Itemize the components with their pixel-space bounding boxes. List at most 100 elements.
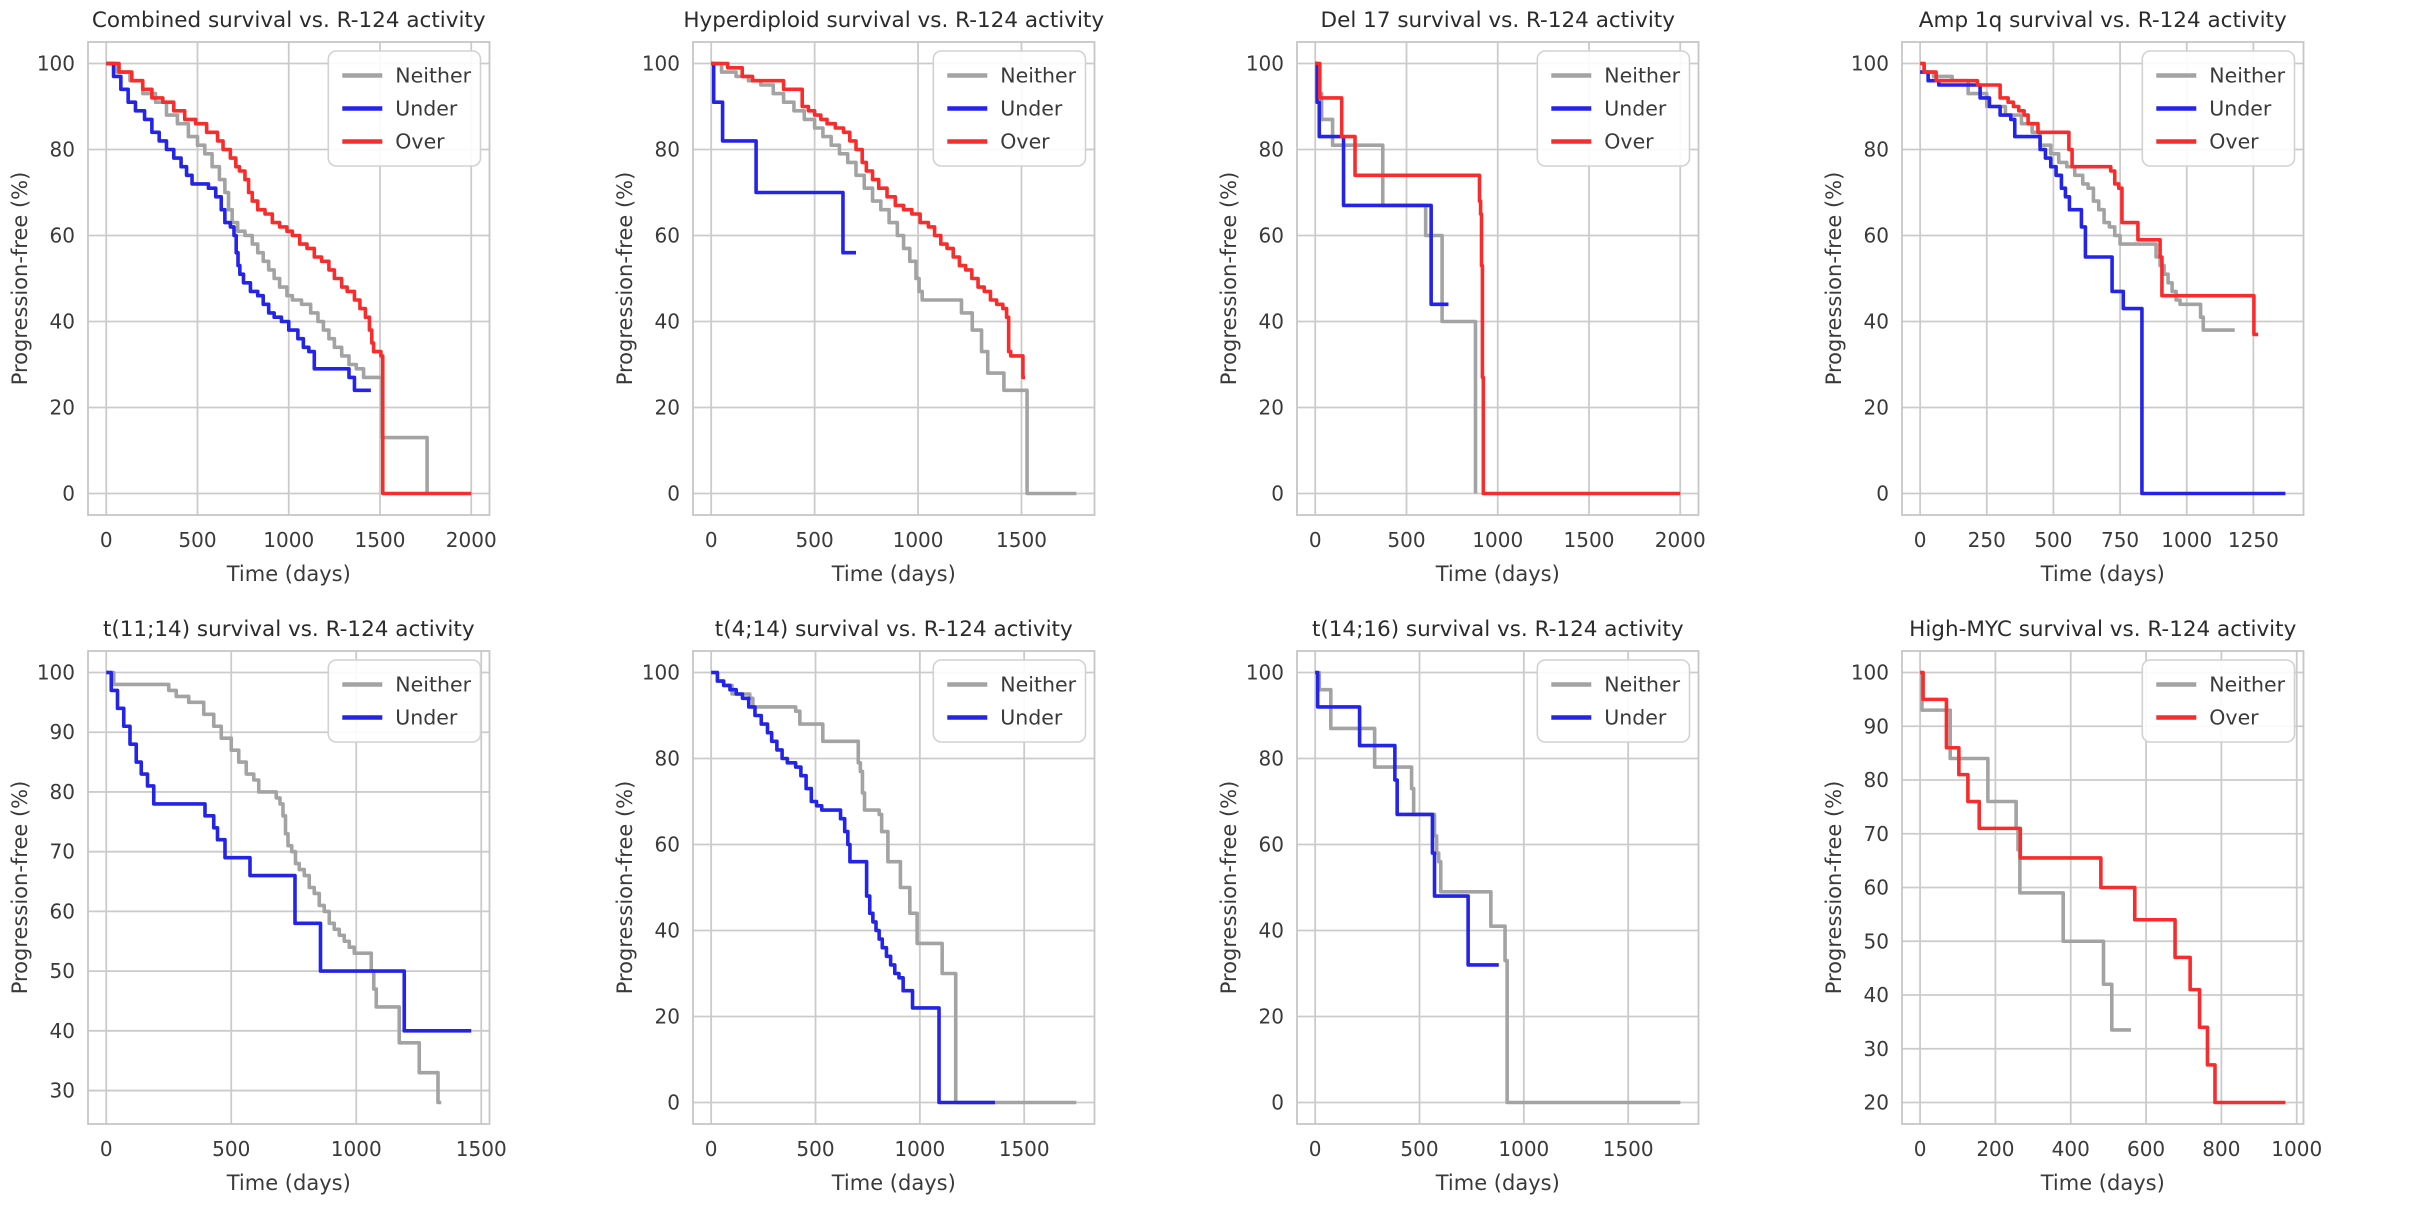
chart-title: Del 17 survival vs. R-124 activity <box>1321 8 1676 33</box>
chart-title: t(11;14) survival vs. R-124 activity <box>103 617 475 642</box>
y-tick-label: 0 <box>1271 482 1284 506</box>
y-tick-label: 70 <box>50 840 75 864</box>
y-tick-label: 100 <box>37 661 75 685</box>
x-tick-label: 0 <box>100 1137 113 1161</box>
legend-label-under: Under <box>395 97 458 121</box>
y-tick-label: 100 <box>1246 52 1284 76</box>
y-tick-label: 80 <box>1259 747 1284 771</box>
series-line-under <box>710 61 856 255</box>
y-tick-label: 40 <box>1259 310 1284 334</box>
legend-box <box>327 659 482 743</box>
y-tick-label: 40 <box>654 919 679 943</box>
chart-t11-14: 0 500 1000 1500 30 40 50 60 70 80 90 100 t(11;14) su… <box>8 617 507 1195</box>
chart-title: Hyperdiploid survival vs. R-124 activity <box>683 8 1104 33</box>
x-tick-label: 1000 <box>2271 1137 2322 1161</box>
x-tick-label: 500 <box>1387 528 1425 552</box>
legend-label-neither: Neither <box>395 673 471 697</box>
series-line-over <box>106 61 472 496</box>
legend-box <box>931 50 1086 167</box>
y-tick-label: 30 <box>1863 1037 1888 1061</box>
x-tick-label: 500 <box>178 528 216 552</box>
legend-box <box>1536 659 1691 743</box>
chart-t14-16: 0 500 1000 1500 0 20 40 60 80 100 t(14;16) surviva… <box>1217 617 1700 1195</box>
x-tick-label: 1500 <box>1564 528 1615 552</box>
legend-label-over: Over <box>1000 130 1050 154</box>
x-tick-label: 1500 <box>456 1137 507 1161</box>
chart-title: t(14;16) survival vs. R-124 activity <box>1312 617 1684 642</box>
x-tick-label: 1000 <box>1498 1137 1549 1161</box>
legend-label-neither: Neither <box>395 64 471 88</box>
x-tick-label: 1000 <box>894 1137 945 1161</box>
y-tick-label: 20 <box>1259 396 1284 420</box>
y-tick-label: 40 <box>1863 983 1888 1007</box>
x-tick-label: 400 <box>2051 1137 2089 1161</box>
x-tick-label: 200 <box>1976 1137 2014 1161</box>
y-axis-label: Progression-free (%) <box>613 172 637 386</box>
y-tick-label: 30 <box>50 1079 75 1103</box>
chart-title: High-MYC survival vs. R-124 activity <box>1909 617 2296 642</box>
x-tick-label: 1250 <box>2227 528 2278 552</box>
legend: Neither Under Over <box>2140 50 2295 167</box>
y-tick-label: 40 <box>50 310 75 334</box>
axes-spine <box>691 650 1095 1125</box>
y-tick-label: 60 <box>654 224 679 248</box>
y-tick-label: 100 <box>1246 661 1284 685</box>
y-tick-label: 60 <box>1259 833 1284 857</box>
y-tick-label: 90 <box>50 720 75 744</box>
y-tick-label: 60 <box>1863 876 1888 900</box>
chart-title: Amp 1q survival vs. R-124 activity <box>1918 8 2286 33</box>
axes-spine <box>87 650 491 1125</box>
y-tick-label: 80 <box>654 138 679 162</box>
y-axis-label: Progression-free (%) <box>613 781 637 995</box>
y-axis-label: Progression-free (%) <box>1822 781 1846 995</box>
legend-label-over: Over <box>1604 130 1654 154</box>
legend-label-over: Over <box>2209 130 2259 154</box>
x-axis-label: Time (days) <box>226 1171 351 1195</box>
y-tick-label: 100 <box>1850 661 1888 685</box>
x-axis-label: Time (days) <box>226 562 351 586</box>
legend-box <box>1536 50 1691 167</box>
subplot-t4-14: 0 500 1000 1500 0 20 40 60 80 100 t(4;14) survival… <box>605 609 1210 1218</box>
y-tick-label: 60 <box>1259 224 1284 248</box>
y-tick-label: 20 <box>1863 396 1888 420</box>
x-tick-label: 0 <box>704 528 717 552</box>
chart-title: t(4;14) survival vs. R-124 activity <box>714 617 1072 642</box>
series-line-under <box>106 61 371 393</box>
series-line-neither <box>1919 670 2131 1032</box>
y-tick-label: 60 <box>50 899 75 923</box>
x-tick-label: 1000 <box>2161 528 2212 552</box>
legend-label-under: Under <box>1000 97 1063 121</box>
series-line-over <box>1919 670 2285 1105</box>
x-tick-label: 0 <box>1309 1137 1322 1161</box>
legend-label-neither: Neither <box>2209 673 2285 697</box>
series-line-under <box>710 670 995 1105</box>
legend: Neither Under Over <box>931 50 1086 167</box>
legend-label-neither: Neither <box>1000 64 1076 88</box>
y-tick-label: 90 <box>1863 714 1888 738</box>
y-tick-label: 60 <box>654 833 679 857</box>
x-tick-label: 750 <box>2100 528 2138 552</box>
legend-label-under: Under <box>2209 97 2272 121</box>
series-line-under <box>1919 70 2285 496</box>
y-tick-label: 40 <box>1863 310 1888 334</box>
legend-label-neither: Neither <box>1604 64 1680 88</box>
series-line-under <box>1315 670 1499 967</box>
x-tick-label: 2000 <box>1655 528 1706 552</box>
y-tick-label: 80 <box>50 138 75 162</box>
y-axis-label: Progression-free (%) <box>8 172 32 386</box>
y-tick-label: 40 <box>1259 919 1284 943</box>
legend-box <box>931 659 1086 743</box>
legend-label-under: Under <box>1604 97 1667 121</box>
x-tick-label: 1500 <box>998 1137 1049 1161</box>
x-tick-label: 1000 <box>331 1137 382 1161</box>
legend: Neither Under Over <box>1536 50 1691 167</box>
x-tick-label: 800 <box>2202 1137 2240 1161</box>
y-tick-label: 0 <box>667 482 680 506</box>
series-line-over <box>1919 61 2258 337</box>
x-tick-label: 1000 <box>263 528 314 552</box>
y-tick-label: 50 <box>50 959 75 983</box>
y-tick-label: 0 <box>1876 482 1889 506</box>
x-tick-label: 500 <box>796 1137 834 1161</box>
y-tick-label: 80 <box>1863 138 1888 162</box>
